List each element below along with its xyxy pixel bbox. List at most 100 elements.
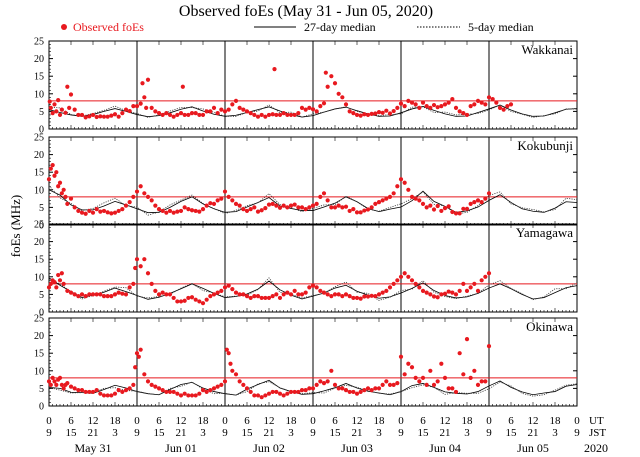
observed-point xyxy=(307,105,312,110)
observed-point xyxy=(211,105,217,110)
x-tick-jst: 21 xyxy=(528,427,539,439)
observed-point xyxy=(321,101,327,106)
observed-point xyxy=(457,288,462,293)
observed-point xyxy=(479,379,484,384)
observed-point xyxy=(144,105,149,110)
observed-point xyxy=(193,297,198,302)
y-tick-label: 10 xyxy=(34,185,44,196)
observed-point xyxy=(160,208,165,214)
observed-point xyxy=(224,347,229,352)
y-tick-label: 0 xyxy=(39,221,44,232)
observed-point xyxy=(483,196,488,201)
observed-point xyxy=(428,292,433,297)
observed-point xyxy=(120,111,125,116)
observed-point xyxy=(468,285,473,290)
observed-point xyxy=(87,208,92,214)
observed-point xyxy=(318,288,323,293)
observed-point xyxy=(244,294,250,299)
observed-point xyxy=(83,294,88,299)
observed-point xyxy=(380,110,385,115)
observed-point xyxy=(332,81,338,86)
observed-point xyxy=(204,203,209,208)
y-tick-label: 5 xyxy=(39,203,44,214)
observed-point xyxy=(90,292,96,297)
observed-point xyxy=(321,290,327,295)
x-tick-ut: 6 xyxy=(508,415,514,427)
observed-point xyxy=(409,100,415,105)
observed-point xyxy=(109,113,114,118)
observed-point xyxy=(354,112,360,118)
observed-point xyxy=(76,388,81,393)
observed-point xyxy=(120,291,125,296)
observed-point xyxy=(83,115,88,120)
observed-point xyxy=(164,389,169,395)
y-axis-label: foEs (MHz) xyxy=(8,195,23,257)
x-tick-jst: 15 xyxy=(66,427,78,439)
observed-point xyxy=(365,386,371,391)
observed-point xyxy=(406,361,411,366)
observed-point xyxy=(402,372,407,377)
observed-point xyxy=(156,386,162,391)
observed-point xyxy=(189,393,195,398)
observed-point xyxy=(208,294,213,299)
x-tick-ut: 18 xyxy=(550,415,562,427)
x-tick-ut: 6 xyxy=(332,415,338,427)
observed-point xyxy=(222,189,228,194)
observed-point xyxy=(288,389,294,395)
observed-point xyxy=(219,382,224,387)
observed-point xyxy=(464,112,470,118)
observed-point xyxy=(142,257,147,262)
observed-point xyxy=(54,109,59,114)
observed-point xyxy=(186,295,191,301)
observed-point xyxy=(387,194,393,199)
observed-point xyxy=(362,388,367,393)
observed-point xyxy=(200,388,206,393)
observed-point xyxy=(417,105,422,110)
observed-point xyxy=(380,382,385,387)
observed-point xyxy=(57,375,63,380)
observed-point xyxy=(277,391,283,396)
observed-point xyxy=(230,198,235,203)
observed-point xyxy=(435,105,440,110)
observed-point xyxy=(52,379,57,384)
observed-point xyxy=(457,211,462,216)
observed-point xyxy=(134,189,140,194)
observed-point xyxy=(248,111,253,116)
observed-point xyxy=(244,208,250,214)
median5-line xyxy=(48,185,578,216)
observed-point xyxy=(442,102,448,107)
x-tick-jst: 15 xyxy=(330,427,342,439)
observed-point xyxy=(384,108,389,113)
legend-observed-marker xyxy=(61,24,67,30)
observed-point xyxy=(56,272,61,278)
observed-point xyxy=(145,379,151,384)
observed-point xyxy=(285,290,290,295)
observed-point xyxy=(428,105,433,110)
observed-point xyxy=(461,372,466,377)
observed-point xyxy=(475,382,481,387)
observed-point xyxy=(450,386,455,391)
observed-point xyxy=(180,84,185,89)
observed-point xyxy=(56,98,61,103)
observed-point xyxy=(263,206,268,211)
observed-point xyxy=(285,205,290,210)
x-tick-ut: 12 xyxy=(176,415,187,427)
day-label: May 31 xyxy=(75,441,112,455)
x-tick-ut: 18 xyxy=(110,415,122,427)
observed-point xyxy=(120,207,125,212)
observed-point xyxy=(395,381,400,386)
observed-point xyxy=(145,77,151,82)
observed-point xyxy=(299,105,305,110)
station-label: Yamagawa xyxy=(516,225,573,240)
observed-point xyxy=(72,292,77,297)
observed-point xyxy=(380,198,385,203)
observed-point xyxy=(98,209,103,214)
observed-point xyxy=(208,109,213,114)
x-tick-ut: 12 xyxy=(352,415,363,427)
observed-point xyxy=(52,173,57,178)
observed-point xyxy=(483,102,488,107)
x-tick-jst: 21 xyxy=(88,427,99,439)
observed-point xyxy=(343,102,349,107)
observed-point xyxy=(171,389,176,395)
observed-point xyxy=(52,279,57,285)
